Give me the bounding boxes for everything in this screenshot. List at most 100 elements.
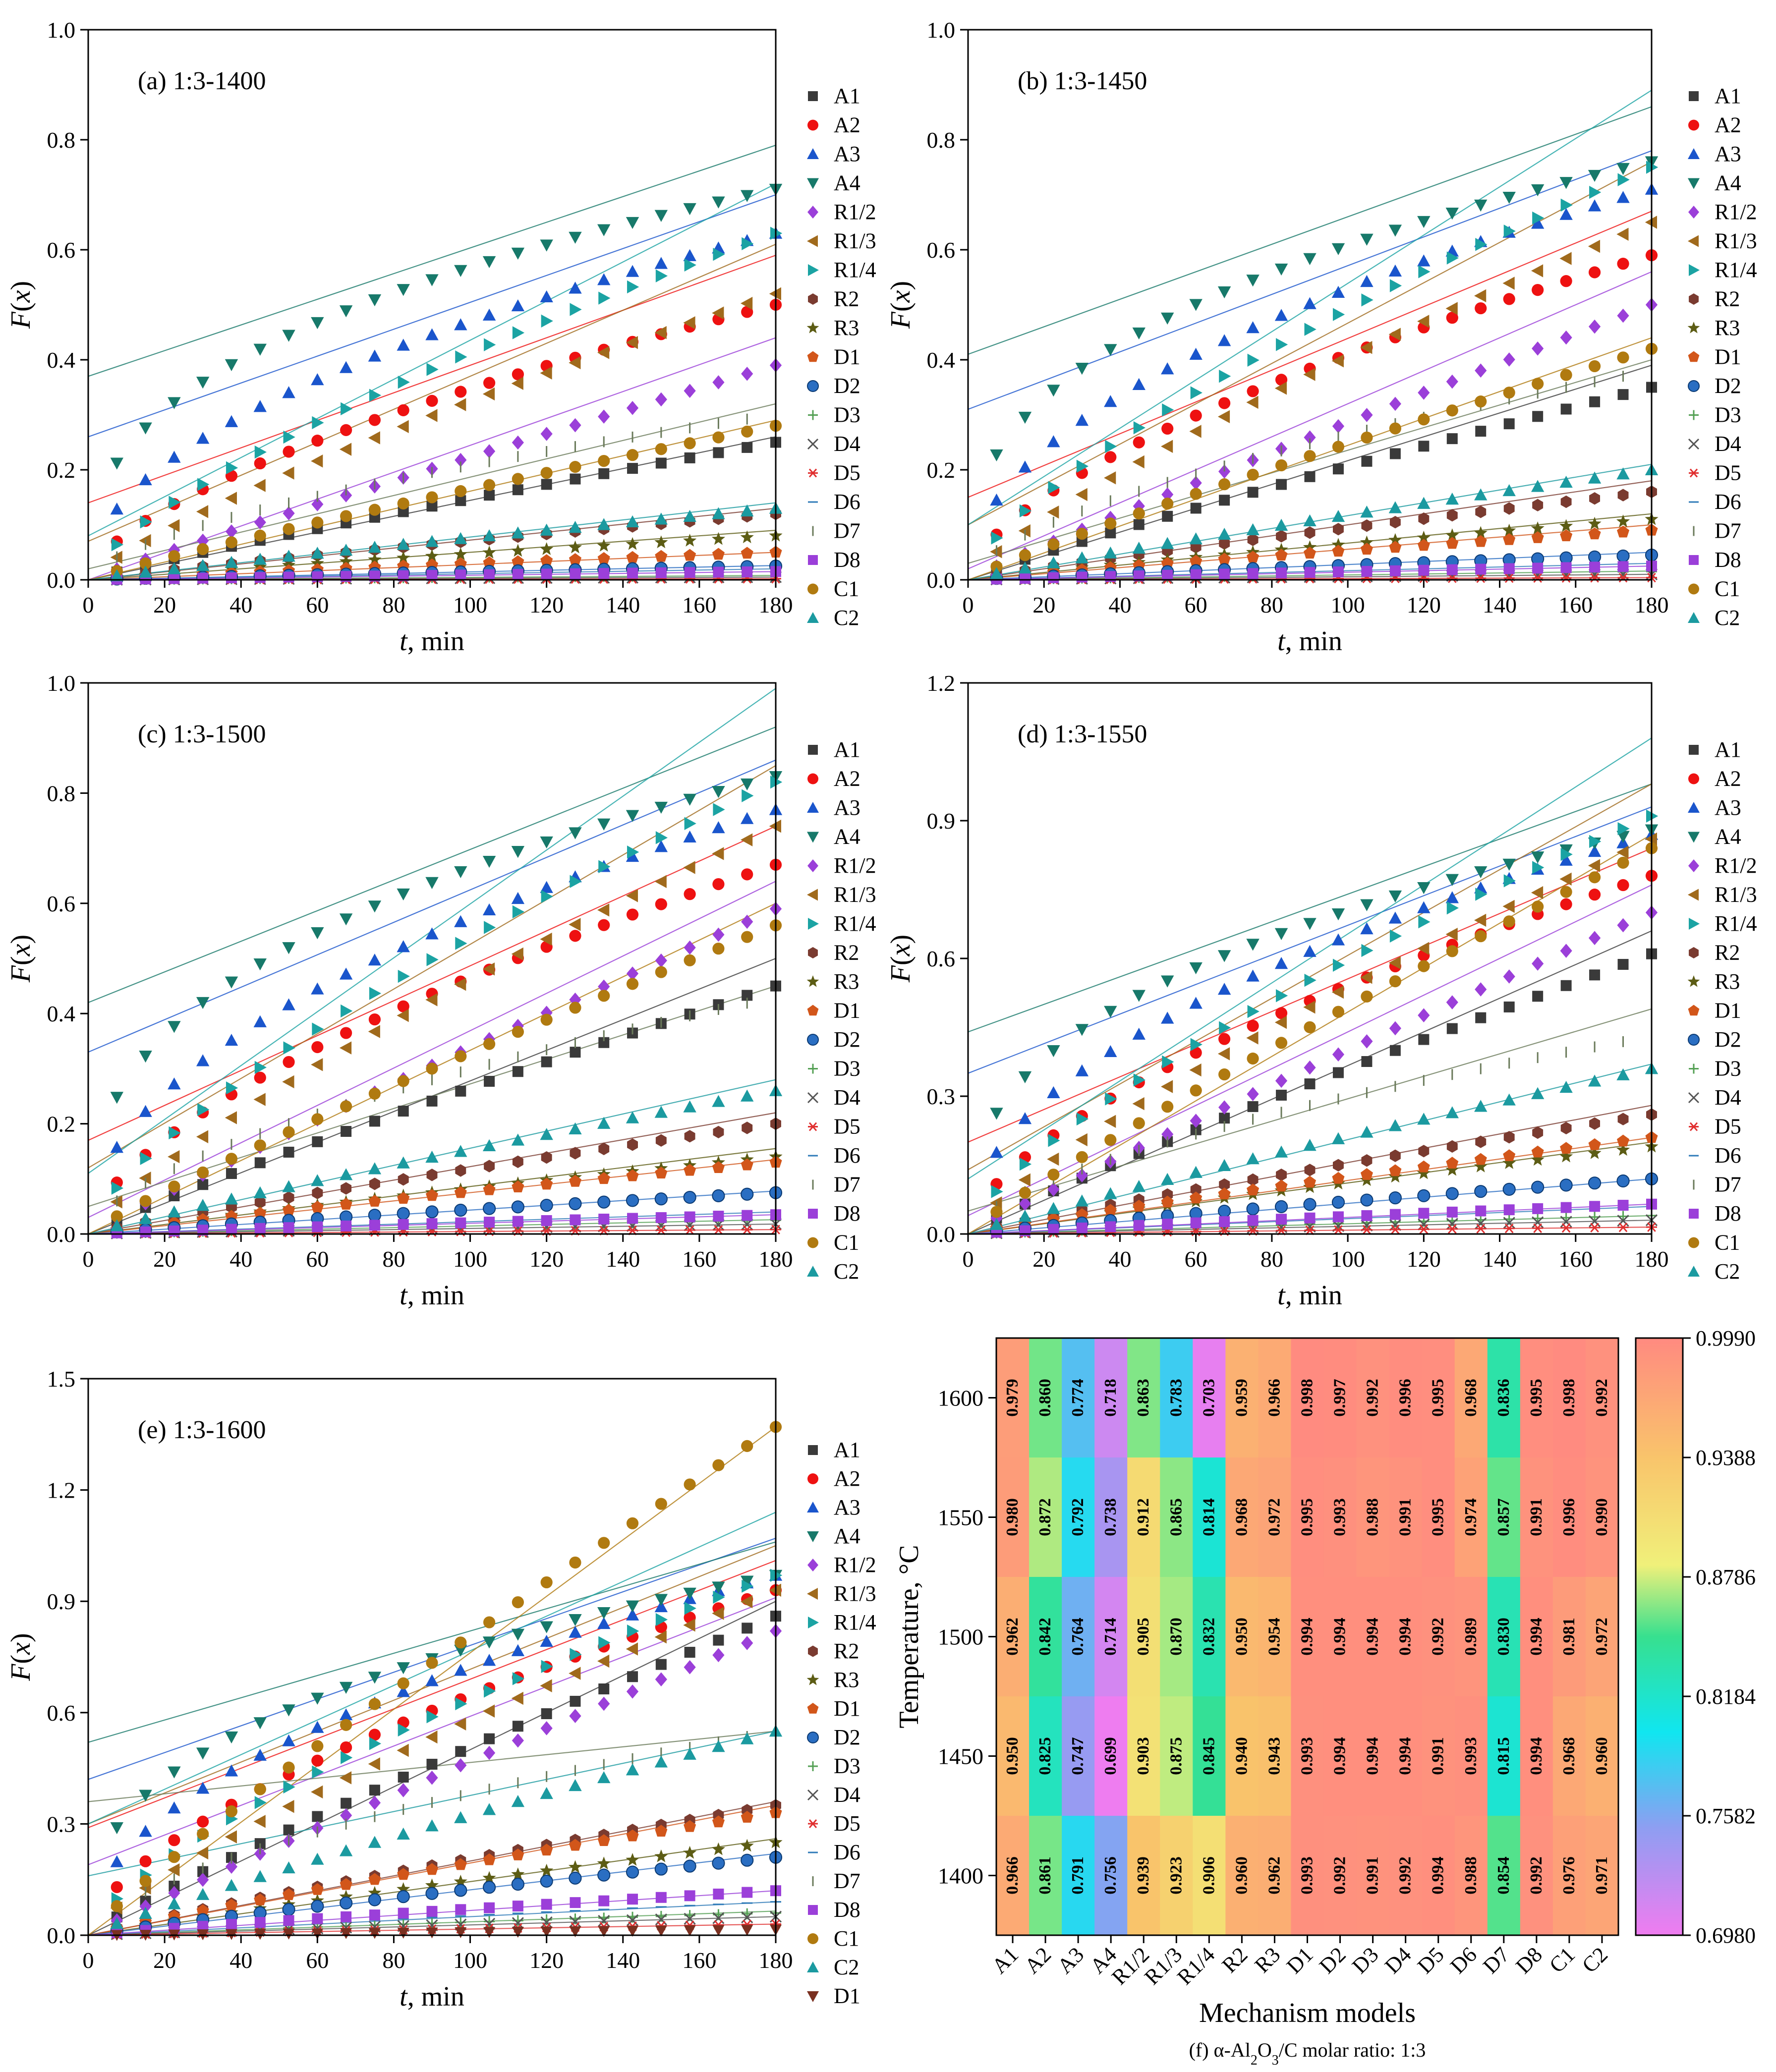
point-a4 bbox=[482, 855, 496, 868]
point-d2 bbox=[1331, 1195, 1345, 1209]
legend-label: A4 bbox=[834, 171, 860, 195]
point-r1-4 bbox=[369, 987, 382, 1000]
point-c2 bbox=[1417, 1113, 1431, 1125]
point-c2 bbox=[1502, 484, 1516, 497]
point-d3 bbox=[541, 1914, 552, 1925]
point-r1-3 bbox=[196, 505, 209, 518]
point-d8 bbox=[1589, 1201, 1601, 1212]
point-d1 bbox=[626, 1169, 639, 1181]
point-a4 bbox=[253, 343, 267, 356]
fit-lines bbox=[968, 90, 1652, 581]
legend-marker bbox=[1688, 832, 1700, 843]
legend-label: D6 bbox=[1715, 490, 1741, 514]
point-a3 bbox=[282, 998, 295, 1010]
point-d1 bbox=[1446, 1157, 1459, 1169]
point-a3 bbox=[597, 273, 611, 285]
point-r1-3 bbox=[482, 1704, 495, 1718]
x-axis-label: t, min bbox=[400, 626, 464, 657]
point-r1-4 bbox=[655, 269, 668, 282]
point-a3 bbox=[397, 1685, 410, 1697]
heatmap-cell bbox=[1520, 1577, 1553, 1697]
point-r2 bbox=[254, 1196, 266, 1209]
point-c2 bbox=[1588, 471, 1602, 484]
point-c1 bbox=[168, 1180, 180, 1193]
heatmap-x-label: D8 bbox=[1511, 1942, 1547, 1978]
point-a4 bbox=[540, 836, 553, 849]
point-c1 bbox=[1503, 387, 1515, 399]
point-a3 bbox=[569, 1625, 582, 1638]
point-d8 bbox=[1446, 564, 1458, 575]
heatmap-cell bbox=[1323, 1338, 1357, 1458]
heatmap-cell bbox=[1552, 1338, 1586, 1458]
point-a1 bbox=[1418, 1034, 1430, 1045]
point-a4 bbox=[683, 203, 696, 216]
point-c2 bbox=[196, 1199, 210, 1211]
plot-frame bbox=[87, 682, 777, 1235]
point-a1 bbox=[1389, 1045, 1401, 1056]
heatmap-cell bbox=[1160, 1457, 1193, 1577]
heatmap-value: 0.989 bbox=[1462, 1618, 1480, 1656]
point-r3 bbox=[1531, 521, 1545, 534]
point-r2 bbox=[1503, 1131, 1515, 1144]
y-tick-label: 1.0 bbox=[47, 17, 76, 43]
heatmap-value: 0.718 bbox=[1101, 1379, 1120, 1417]
heatmap-value: 0.966 bbox=[1265, 1379, 1283, 1417]
point-r1-2 bbox=[540, 1721, 553, 1736]
point-d1-extra bbox=[655, 1925, 667, 1937]
point-c1 bbox=[139, 557, 152, 569]
point-c1 bbox=[626, 978, 639, 990]
point-d1 bbox=[712, 548, 725, 560]
point-d5 bbox=[1418, 1224, 1430, 1234]
point-r1-2 bbox=[1218, 1100, 1231, 1115]
point-d8 bbox=[312, 1913, 323, 1924]
point-d2 bbox=[569, 1871, 582, 1885]
legend-marker bbox=[1689, 918, 1700, 930]
legend-marker bbox=[807, 235, 818, 247]
x-tick-label: 160 bbox=[1558, 592, 1593, 617]
heatmap-value: 0.714 bbox=[1101, 1618, 1120, 1656]
point-a4 bbox=[540, 1621, 553, 1633]
point-d1 bbox=[425, 1863, 439, 1875]
point-d1 bbox=[483, 1183, 496, 1195]
point-c2 bbox=[990, 1218, 1003, 1230]
point-c2 bbox=[196, 1888, 210, 1900]
x-tick-label: 140 bbox=[606, 592, 640, 617]
point-d8 bbox=[598, 568, 610, 579]
point-r1-3 bbox=[339, 1771, 352, 1785]
data-points bbox=[110, 183, 783, 586]
point-a2 bbox=[254, 1071, 266, 1084]
point-a2 bbox=[397, 1000, 409, 1012]
y-axis-label: F(x) bbox=[885, 935, 916, 983]
point-a3 bbox=[425, 1674, 439, 1686]
point-r1-4 bbox=[1133, 421, 1146, 435]
point-d1 bbox=[1247, 1183, 1260, 1196]
point-c1 bbox=[1617, 351, 1629, 364]
point-r1-4 bbox=[570, 1648, 582, 1661]
point-a4 bbox=[1388, 890, 1402, 903]
point-r1-2 bbox=[1446, 995, 1458, 1009]
point-d2 bbox=[1417, 1189, 1431, 1202]
point-a3 bbox=[425, 328, 439, 340]
point-a2 bbox=[1560, 898, 1572, 910]
point-r1-3 bbox=[1417, 315, 1430, 328]
point-r1-3 bbox=[511, 947, 523, 961]
legend-marker bbox=[808, 264, 819, 276]
point-c2 bbox=[1246, 1152, 1260, 1165]
heatmap-cell bbox=[1029, 1696, 1062, 1816]
point-a1 bbox=[1532, 411, 1544, 422]
point-r1-4 bbox=[312, 416, 324, 430]
point-d8 bbox=[283, 571, 294, 583]
point-a1 bbox=[1247, 1101, 1259, 1112]
point-c2 bbox=[397, 1827, 410, 1840]
point-d4 bbox=[684, 1912, 696, 1925]
point-d8 bbox=[1589, 561, 1601, 573]
point-c1 bbox=[426, 491, 438, 504]
point-a4 bbox=[454, 1644, 467, 1657]
point-c1 bbox=[455, 1636, 467, 1649]
point-a1 bbox=[1560, 980, 1572, 991]
point-r2 bbox=[627, 1138, 638, 1151]
point-r2 bbox=[1475, 1135, 1487, 1148]
point-c2 bbox=[454, 1145, 467, 1157]
point-d8 bbox=[1332, 566, 1344, 578]
point-d1 bbox=[1616, 525, 1630, 538]
